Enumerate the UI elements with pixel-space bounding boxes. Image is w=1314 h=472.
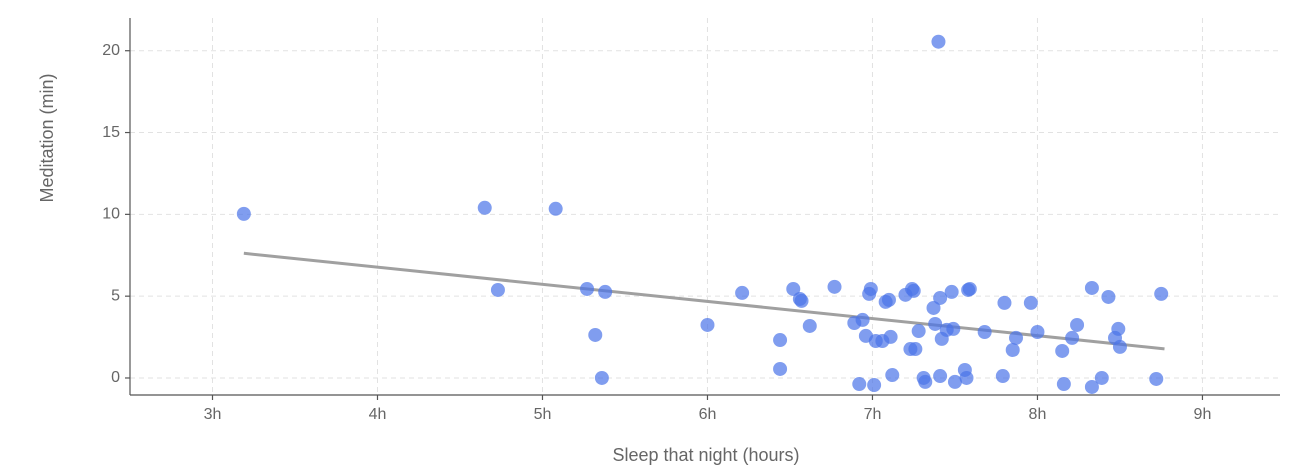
- point: [962, 281, 977, 296]
- point: [933, 290, 948, 305]
- point: [1084, 379, 1099, 394]
- point: [881, 292, 896, 307]
- point: [1094, 370, 1109, 385]
- y-tick-label: 10: [102, 206, 120, 223]
- x-tick-label: 7h: [864, 406, 882, 423]
- y-axis-title: Meditation (min): [37, 73, 57, 202]
- x-axis-title: Sleep that night (hours): [612, 445, 799, 465]
- point: [867, 378, 882, 393]
- point: [1005, 343, 1020, 358]
- y-tick-label: 5: [111, 287, 120, 304]
- point: [959, 370, 974, 385]
- point: [931, 34, 946, 49]
- point: [773, 361, 788, 376]
- point: [588, 327, 603, 342]
- point: [490, 282, 505, 297]
- point: [1084, 280, 1099, 295]
- point: [1149, 371, 1164, 386]
- point: [794, 293, 809, 308]
- point: [852, 377, 867, 392]
- point: [977, 325, 992, 340]
- point: [1070, 317, 1085, 332]
- point: [700, 317, 715, 332]
- x-tick-label: 6h: [699, 406, 717, 423]
- point: [827, 279, 842, 294]
- point: [598, 284, 613, 299]
- y-tick-label: 15: [102, 124, 120, 141]
- point: [947, 374, 962, 389]
- point: [933, 369, 948, 384]
- point: [477, 200, 492, 215]
- x-tick-label: 4h: [369, 406, 387, 423]
- y-tick-label: 0: [111, 369, 120, 386]
- point: [944, 284, 959, 299]
- point: [773, 333, 788, 348]
- point: [786, 281, 801, 296]
- point: [918, 374, 933, 389]
- x-tick-label: 5h: [534, 406, 552, 423]
- point: [1112, 339, 1127, 354]
- point: [928, 316, 943, 331]
- x-tick-label: 3h: [204, 406, 222, 423]
- point: [580, 281, 595, 296]
- point: [1111, 321, 1126, 336]
- point: [236, 206, 251, 221]
- point: [594, 370, 609, 385]
- point: [1065, 330, 1080, 345]
- point: [1009, 330, 1024, 345]
- point: [906, 283, 921, 298]
- point: [548, 201, 563, 216]
- trend-line: [243, 251, 1165, 351]
- point: [1154, 286, 1169, 301]
- point: [1055, 343, 1070, 358]
- point: [995, 369, 1010, 384]
- point: [911, 324, 926, 339]
- x-tick-label: 9h: [1194, 406, 1212, 423]
- point: [802, 318, 817, 333]
- point: [926, 300, 941, 315]
- point: [946, 321, 961, 336]
- point: [735, 285, 750, 300]
- point: [855, 312, 870, 327]
- x-tick-label: 8h: [1029, 406, 1047, 423]
- point: [885, 368, 900, 383]
- point: [1030, 325, 1045, 340]
- point: [908, 342, 923, 357]
- point: [1023, 295, 1038, 310]
- point: [1056, 377, 1071, 392]
- point: [883, 329, 898, 344]
- point: [863, 281, 878, 296]
- point: [1101, 289, 1116, 304]
- point: [997, 295, 1012, 310]
- y-tick-label: 20: [102, 42, 120, 59]
